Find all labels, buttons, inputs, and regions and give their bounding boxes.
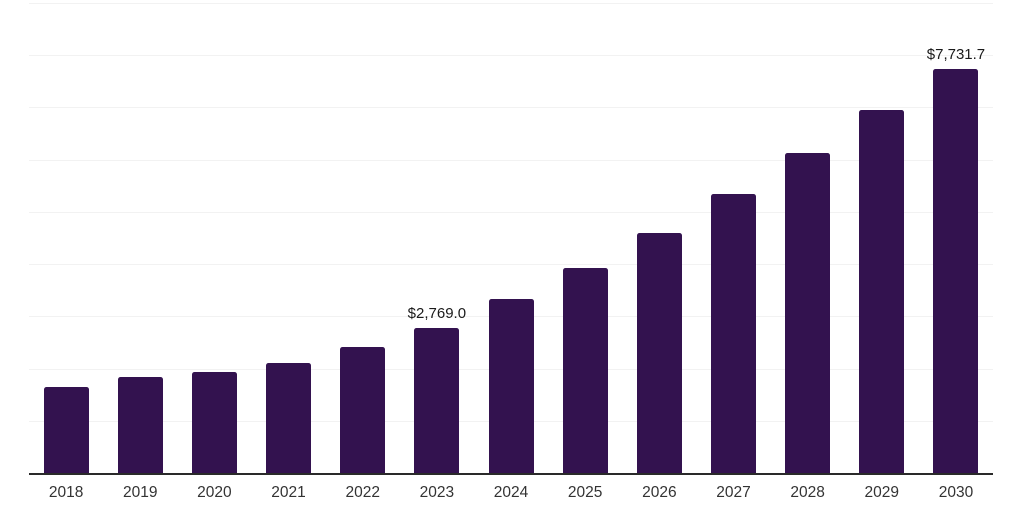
bar-2024	[488, 299, 534, 473]
x-tick-label-2019: 2019	[122, 484, 158, 501]
x-tick-label-2018: 2018	[48, 484, 84, 501]
x-tick-label-2027: 2027	[716, 484, 751, 501]
gridline	[29, 107, 993, 109]
bar-2030	[933, 69, 979, 473]
x-tick-label-2022: 2022	[345, 484, 380, 501]
bar-slot-2019	[103, 3, 177, 473]
x-tick-label-2028: 2028	[790, 484, 825, 501]
bar-slot-2028	[771, 3, 845, 473]
bar-2027	[710, 193, 756, 473]
bar-slot-2026	[622, 3, 696, 473]
bar-slot-2027	[696, 3, 770, 473]
bar-value-label-2023: $2,769.0	[407, 305, 467, 323]
x-tick-label-2026: 2026	[642, 484, 677, 501]
bar-2021	[266, 363, 312, 473]
bar-slot-2024	[474, 3, 548, 473]
bar-2019	[117, 377, 163, 473]
bar-2022	[340, 347, 386, 473]
x-tick-label-2021: 2021	[271, 484, 306, 501]
x-tick-label-2023: 2023	[419, 484, 455, 501]
gridline	[29, 159, 993, 161]
bar-slot-2025	[548, 3, 622, 473]
bar-2020	[191, 372, 237, 473]
bar-2018	[43, 387, 89, 473]
bar-2025	[562, 267, 608, 473]
bar-slot-2020	[177, 3, 251, 473]
bar-2029	[859, 110, 905, 473]
x-tick-label-2025: 2025	[567, 484, 603, 501]
gridline	[29, 211, 993, 213]
bar-slot-2021	[251, 3, 325, 473]
bar-slot-2018	[29, 3, 103, 473]
plot-area: $2,769.0 $7,731.7	[29, 3, 993, 475]
bar-slot-2029	[845, 3, 919, 473]
gridline	[29, 264, 993, 266]
bar-slot-2022	[326, 3, 400, 473]
x-tick-label-2029: 2029	[864, 484, 900, 501]
bar-slot-2023: $2,769.0	[400, 3, 474, 473]
bar-2028	[785, 152, 831, 473]
x-axis-labels: 2018 2019 2020 2021 2022 2023 2024 2025 2026 2027…	[29, 483, 993, 502]
bar-slot-2030: $7,731.7	[919, 3, 993, 473]
gridline	[29, 55, 993, 57]
bar-2026	[636, 232, 682, 473]
bar-2023	[414, 328, 460, 473]
bar-value-label-2030: $7,731.7	[926, 46, 986, 64]
x-tick-label-2020: 2020	[197, 484, 232, 501]
x-tick-label-2030: 2030	[938, 484, 974, 501]
gridline	[29, 3, 993, 4]
bars-row: $2,769.0 $7,731.7	[29, 3, 993, 473]
x-tick-label-2024: 2024	[493, 484, 529, 501]
